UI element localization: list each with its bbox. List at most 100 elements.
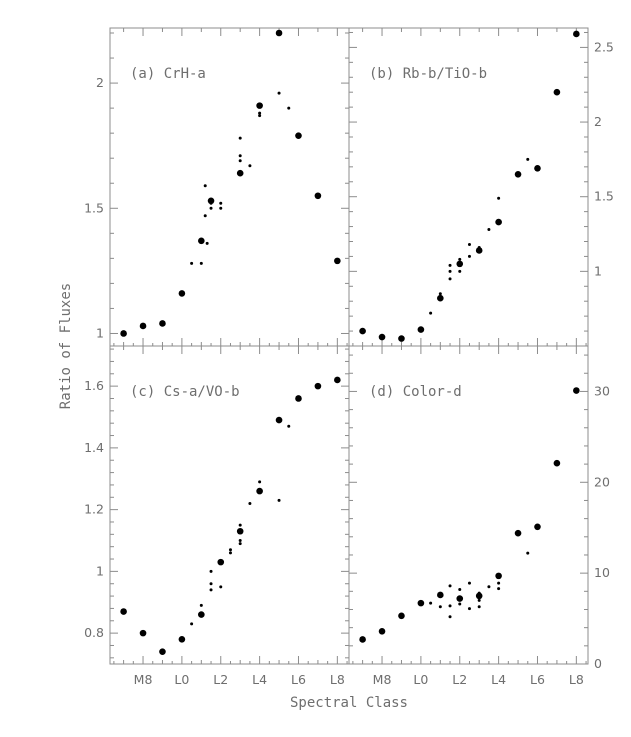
y-tick-label: 1.5 (84, 200, 104, 215)
data-point-small (429, 311, 433, 315)
data-point-small (487, 228, 491, 232)
data-point-large (456, 260, 464, 268)
data-point-small (228, 551, 232, 555)
data-point-small (467, 581, 471, 585)
data-point-large (398, 612, 405, 620)
data-point-large (236, 169, 244, 177)
data-point-small (448, 615, 452, 619)
data-point-small (467, 242, 471, 246)
data-point-large (514, 529, 522, 537)
x-tick-label: L2 (452, 672, 467, 687)
panel-title: (b) Rb-b/TiO-b (369, 66, 487, 82)
data-point-large (178, 636, 186, 643)
data-point-small (238, 154, 242, 158)
data-point-large (256, 102, 263, 109)
x-tick-label: L8 (330, 672, 345, 687)
y-tick-label: 2.5 (594, 39, 614, 54)
data-point-large (378, 627, 386, 635)
scatter-panel-2: 1 1.5 2 2.5 (b) Rb-b/TiO-b (348, 27, 614, 347)
y-tick-label: 30 (594, 383, 610, 398)
data-point-large (314, 192, 322, 200)
data-point-small (228, 548, 232, 552)
y-tick-label: 2 (96, 75, 104, 90)
x-tick-label: L2 (213, 672, 228, 687)
data-point-small (487, 585, 491, 589)
scatter-panel-4: 0 10 20 30 M8 L0 L2 L4 L6 L8 (d) Color-d (348, 345, 610, 687)
y-tick-label: 1 (594, 263, 602, 278)
data-point-small (458, 269, 462, 273)
y-tick-label: 0.8 (84, 625, 104, 640)
panel-title: (d) Color-d (369, 384, 462, 400)
x-tick-label: L6 (291, 672, 306, 687)
y-tick-label: 1.2 (84, 502, 104, 517)
data-point-large (120, 608, 127, 615)
y-tick-label: 1.6 (84, 378, 104, 393)
data-point-small (248, 501, 252, 505)
x-tick-label: L4 (252, 672, 267, 687)
data-point-small (497, 196, 501, 200)
data-point-large (378, 333, 386, 341)
data-point-large (178, 290, 186, 297)
data-point-large (417, 599, 425, 607)
data-point-large (553, 88, 561, 96)
scatter-panel-1: 1 1.5 2 (a) CrH-a (84, 27, 350, 347)
data-point-small (238, 159, 242, 163)
y-tick-label: 0 (594, 656, 602, 671)
y-tick-label: 10 (594, 565, 610, 580)
data-point-small (258, 480, 262, 484)
y-tick-label: 20 (594, 474, 610, 489)
data-point-small (190, 622, 194, 626)
panel-title: (a) CrH-a (130, 66, 206, 82)
y-tick-label: 2 (594, 114, 602, 129)
data-point-small (209, 569, 213, 573)
data-point-small (238, 542, 242, 546)
x-tick-label: M8 (373, 672, 392, 687)
data-point-small (203, 214, 207, 218)
data-point-small (238, 136, 242, 140)
data-point-small (219, 201, 223, 205)
data-point-large (159, 648, 166, 655)
data-point-large (207, 197, 215, 205)
y-tick-label: 1 (96, 325, 104, 340)
data-point-small (477, 605, 481, 609)
data-point-small (448, 277, 452, 281)
y-tick-label: 1.5 (594, 189, 614, 204)
data-point-small (467, 607, 471, 611)
data-point-large (359, 636, 366, 643)
data-point-large (475, 247, 483, 254)
data-point-small (458, 587, 462, 591)
panel-frame (348, 345, 589, 665)
data-point-small (199, 603, 203, 607)
data-point-large (573, 30, 580, 38)
data-point-large (514, 171, 522, 178)
data-point-small (258, 114, 262, 118)
scatter-panel-3: 0.8 1 1.2 1.4 1.6 M8 L0 L2 L4 L6 L8 (c) Cs-a/VO-b (84, 345, 350, 687)
data-point-large (495, 572, 502, 580)
data-point-small (448, 604, 452, 608)
data-point-small (477, 598, 481, 602)
data-point-small (209, 206, 213, 210)
data-point-large (553, 459, 561, 467)
data-point-large (534, 523, 541, 531)
data-point-large (159, 320, 166, 327)
data-point-small (277, 91, 281, 95)
data-point-small (199, 261, 203, 265)
data-point-large (295, 132, 302, 139)
data-point-small (219, 206, 223, 210)
data-point-large (456, 595, 464, 602)
data-point-large (120, 330, 127, 337)
y-axis-label: Ratio of Fluxes (58, 283, 74, 409)
data-point-small (526, 551, 530, 555)
data-point-small (458, 257, 462, 261)
data-point-large (359, 327, 366, 335)
data-point-small (203, 184, 207, 188)
data-point-small (209, 201, 213, 205)
data-point-large (573, 387, 580, 394)
data-point-small (467, 254, 471, 258)
data-point-small (287, 424, 291, 428)
x-tick-label: L8 (569, 672, 584, 687)
data-point-small (238, 539, 242, 543)
data-point-small (448, 584, 452, 588)
x-tick-label: L0 (174, 672, 189, 687)
panels: 1 1.5 2 (a) CrH-a 1 1.5 2 2.5 (b) Rb-b/TiO-b 0.8 1… (84, 27, 614, 687)
